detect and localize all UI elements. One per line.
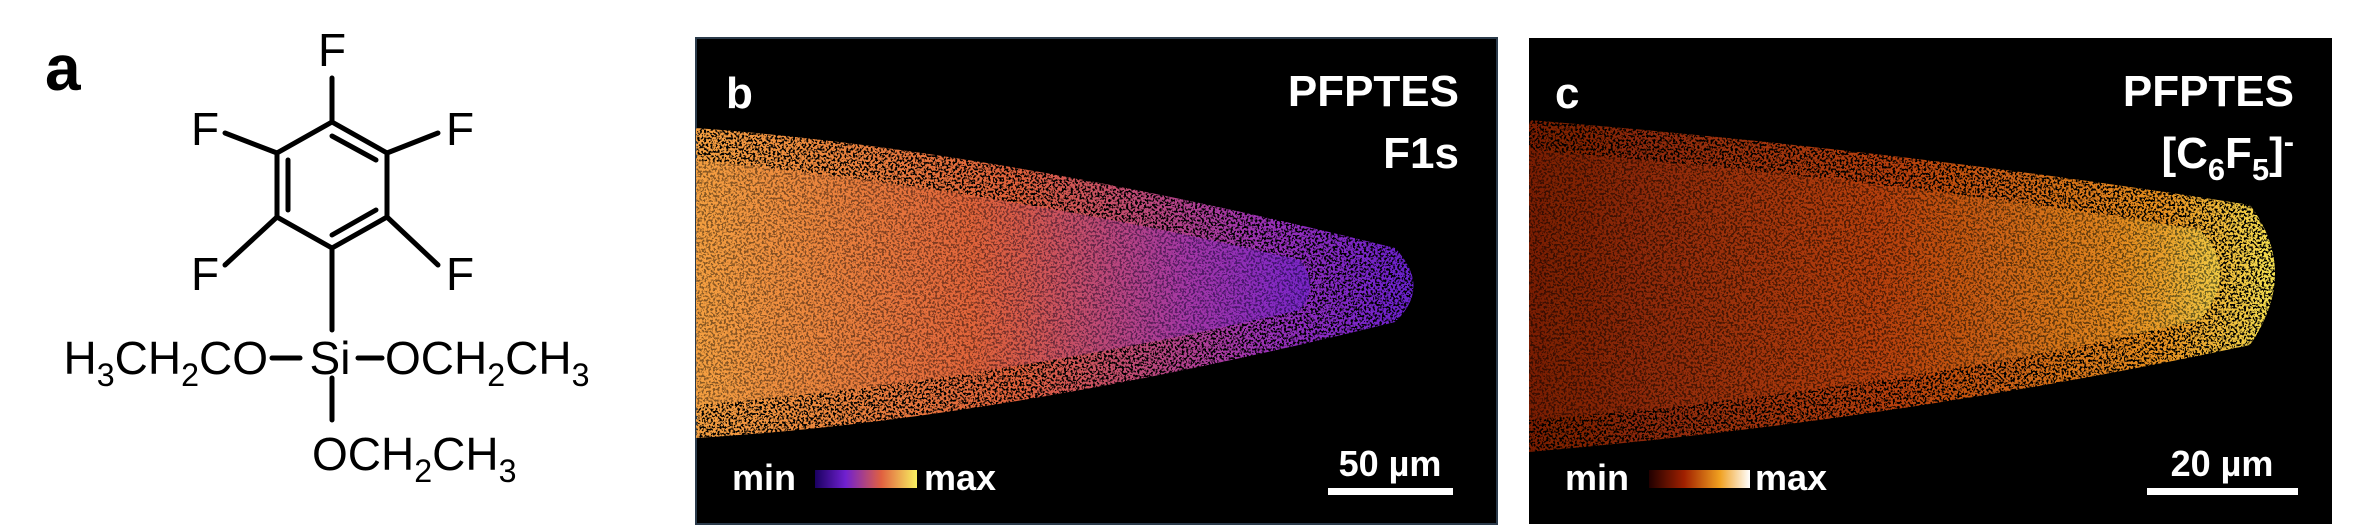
subscript: 2: [181, 357, 199, 393]
signal-label: F1s: [1383, 129, 1459, 178]
scale-bar: [2147, 488, 2298, 495]
scale-bar: [1328, 488, 1453, 495]
subscript: 3: [572, 357, 590, 393]
text-run: OCH: [312, 428, 414, 480]
silicon: Si: [310, 332, 351, 384]
colorbar-max: max: [1755, 457, 1827, 498]
signal-map: [696, 160, 1310, 405]
compound-label: PFPTES: [2123, 67, 2294, 116]
text-run: [C: [2161, 129, 2207, 178]
compound-label: PFPTES: [1288, 67, 1459, 116]
text-run: CO: [199, 332, 268, 384]
signal-map: [1529, 150, 2220, 420]
superscript: -: [2284, 124, 2294, 159]
colorbar-min: min: [732, 457, 796, 498]
colorbar-max: max: [924, 457, 996, 498]
panel-letter: b: [726, 69, 753, 118]
panel-letter: c: [1555, 69, 1579, 118]
text-run: F: [2225, 129, 2252, 178]
ethoxy-group: H3CH2CO: [64, 332, 269, 393]
subscript: 2: [414, 453, 432, 489]
text-run: CH: [505, 332, 571, 384]
fluorine: F: [446, 103, 474, 155]
subscript: 3: [499, 453, 517, 489]
fluorine: F: [191, 248, 219, 300]
benzene-ring: [222, 75, 441, 423]
text-run: ]: [2269, 129, 2284, 178]
text-run: F1s: [1383, 129, 1459, 178]
subscript: 3: [97, 357, 115, 393]
text-run: CH: [432, 428, 498, 480]
signal-label: [C6F5]-: [2161, 124, 2294, 187]
fluorine: F: [318, 24, 346, 76]
text-run: CH: [115, 332, 181, 384]
scale-bar-label: 50 µm: [1339, 443, 1442, 484]
text-run: OCH: [385, 332, 487, 384]
subscript: 2: [487, 357, 505, 393]
text-run: H: [64, 332, 97, 384]
subscript: 5: [2252, 152, 2269, 187]
colorbar: [1649, 470, 1750, 488]
panel-letter: a: [45, 32, 81, 104]
subscript: 6: [2208, 152, 2225, 187]
fluorine: F: [191, 103, 219, 155]
ethoxy-group: OCH2CH3: [385, 332, 590, 393]
fluorine: F: [446, 248, 474, 300]
scale-bar-label: 20 µm: [2171, 443, 2274, 484]
ethoxy-group: OCH2CH3: [312, 428, 517, 489]
colorbar-min: min: [1565, 457, 1629, 498]
colorbar: [815, 470, 917, 488]
